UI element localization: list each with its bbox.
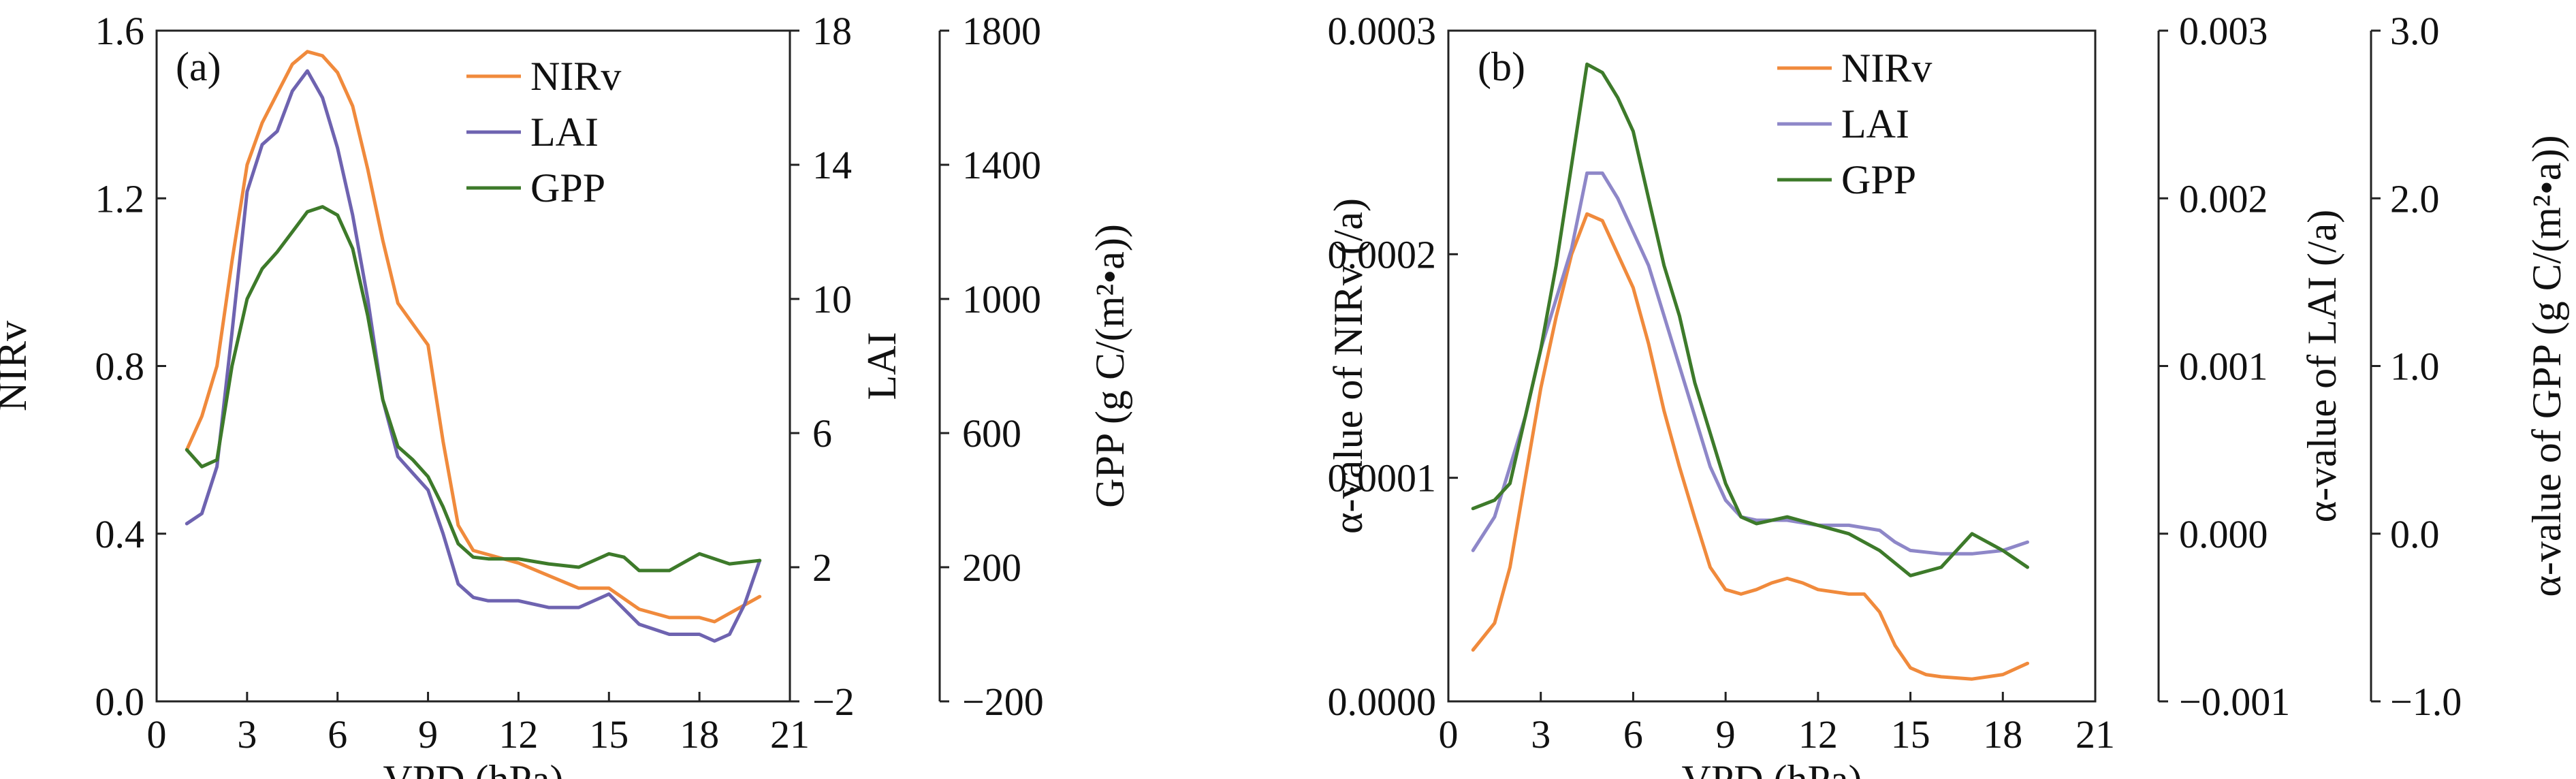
y-tick-label-gpp-a-3: 1000 bbox=[962, 277, 1041, 321]
y-tick-label-left-a-4: 1.6 bbox=[95, 9, 145, 53]
y-tick-label-gpp-b-4: 3.0 bbox=[2390, 9, 2440, 53]
series-line-lai-b bbox=[1471, 171, 2029, 556]
y-tick-label-lai-b-1: 0.000 bbox=[2179, 512, 2268, 556]
y-axis-title-gpp-a: GPP (g C/(m²•a)) bbox=[1087, 224, 1132, 508]
y-axis-title-left-a: NIRv bbox=[0, 321, 35, 411]
y-tick-label-gpp-a-2: 600 bbox=[962, 411, 1021, 456]
x-tick-label-b-7: 21 bbox=[2076, 712, 2115, 757]
x-tick-label-b-6: 18 bbox=[1983, 712, 2022, 757]
x-tick-label-a-2: 6 bbox=[328, 712, 347, 757]
y-tick-label-gpp-b-0: −1.0 bbox=[2390, 680, 2462, 724]
x-tick-label-b-1: 3 bbox=[1531, 712, 1551, 757]
chart-panel-a: 0 3 6 9 12 15 18 21 VPD (hPa) 0.0 0.4 0.8 1.2 1.6 NIRv… bbox=[0, 9, 1132, 779]
y-tick-label-gpp-b-1: 0.0 bbox=[2390, 512, 2440, 556]
x-tick-label-b-0: 0 bbox=[1439, 712, 1459, 757]
y-tick-label-left-a-2: 0.8 bbox=[95, 345, 145, 389]
x-tick-label-b-3: 9 bbox=[1716, 712, 1736, 757]
chart-panel-b: 0 3 6 9 12 15 18 21 VPD (hPa) 0.0000 0.0001 0.0002 0… bbox=[1326, 9, 2569, 779]
panel-label-b: (b) bbox=[1478, 44, 1525, 89]
legend-label-nirv-b: NIRv bbox=[1841, 46, 1932, 91]
y-tick-label-lai-b-4: 0.003 bbox=[2179, 9, 2268, 53]
y-tick-label-left-b-2: 0.0002 bbox=[1328, 232, 1437, 276]
y-tick-label-lai-a-1: 2 bbox=[812, 545, 832, 590]
panel-label-a: (a) bbox=[176, 44, 221, 89]
y-tick-label-lai-b-3: 0.002 bbox=[2179, 176, 2268, 221]
x-tick-label-a-0: 0 bbox=[147, 712, 167, 757]
y-tick-label-left-a-1: 0.4 bbox=[95, 512, 145, 556]
legend-label-nirv-a: NIRv bbox=[530, 54, 621, 99]
x-tick-label-a-7: 21 bbox=[770, 712, 810, 757]
plot-frame-b bbox=[1447, 29, 2097, 703]
x-tick-label-a-6: 18 bbox=[680, 712, 719, 757]
y-tick-label-left-a-0: 0.0 bbox=[95, 680, 145, 724]
series-line-gpp-b bbox=[1471, 62, 2029, 577]
y-tick-label-gpp-a-4: 1400 bbox=[962, 143, 1041, 187]
y-axis-title-lai-a: LAI bbox=[859, 332, 904, 400]
series-line-lai-a bbox=[185, 69, 762, 643]
y-axis-title-gpp-b: α-value of GPP (g C/(m²•a)) bbox=[2524, 135, 2569, 597]
legend-label-gpp-b: GPP bbox=[1841, 157, 1916, 202]
y-tick-label-gpp-a-0: −200 bbox=[962, 680, 1044, 724]
x-tick-label-a-4: 12 bbox=[498, 712, 538, 757]
y-tick-label-gpp-b-3: 2.0 bbox=[2390, 176, 2440, 221]
y-tick-label-lai-b-2: 0.001 bbox=[2179, 345, 2268, 389]
y-tick-label-lai-a-3: 10 bbox=[812, 277, 852, 321]
legend-label-lai-a: LAI bbox=[530, 110, 599, 155]
y-tick-label-lai-a-4: 14 bbox=[812, 143, 852, 187]
x-tick-label-a-1: 3 bbox=[237, 712, 257, 757]
x-tick-label-b-5: 15 bbox=[1891, 712, 1930, 757]
legend-label-lai-b: LAI bbox=[1841, 101, 1909, 146]
y-tick-label-lai-a-5: 18 bbox=[812, 9, 852, 53]
y-tick-label-left-b-1: 0.0001 bbox=[1328, 456, 1437, 500]
series-line-nirv-b bbox=[1471, 212, 2029, 681]
series-line-nirv-a bbox=[185, 50, 762, 624]
y-tick-label-gpp-b-2: 1.0 bbox=[2390, 345, 2440, 389]
y-tick-label-lai-a-2: 6 bbox=[812, 411, 832, 456]
x-tick-label-b-2: 6 bbox=[1623, 712, 1643, 757]
y-axis-title-left-b: α-value of NIRv (/a) bbox=[1326, 198, 1371, 534]
y-axis-title-lai-b: α-value of LAI (/a) bbox=[2300, 210, 2344, 523]
y-tick-label-left-b-3: 0.0003 bbox=[1328, 9, 1437, 53]
y-tick-label-left-b-0: 0.0000 bbox=[1328, 680, 1437, 724]
x-tick-label-a-3: 9 bbox=[418, 712, 438, 757]
y-tick-label-lai-b-0: −0.001 bbox=[2179, 680, 2290, 724]
y-tick-label-lai-a-0: −2 bbox=[812, 680, 855, 724]
x-tick-label-b-4: 12 bbox=[1798, 712, 1838, 757]
y-tick-label-left-a-3: 1.2 bbox=[95, 176, 145, 221]
x-tick-label-a-5: 15 bbox=[589, 712, 629, 757]
series-line-gpp-a bbox=[185, 205, 762, 573]
y-tick-label-gpp-a-5: 1800 bbox=[962, 9, 1041, 53]
legend-label-gpp-a: GPP bbox=[530, 165, 605, 210]
x-axis-title-b: VPD (hPa) bbox=[1682, 757, 1862, 779]
y-tick-label-gpp-a-1: 200 bbox=[962, 545, 1021, 590]
x-axis-title-a: VPD (hPa) bbox=[383, 757, 564, 779]
